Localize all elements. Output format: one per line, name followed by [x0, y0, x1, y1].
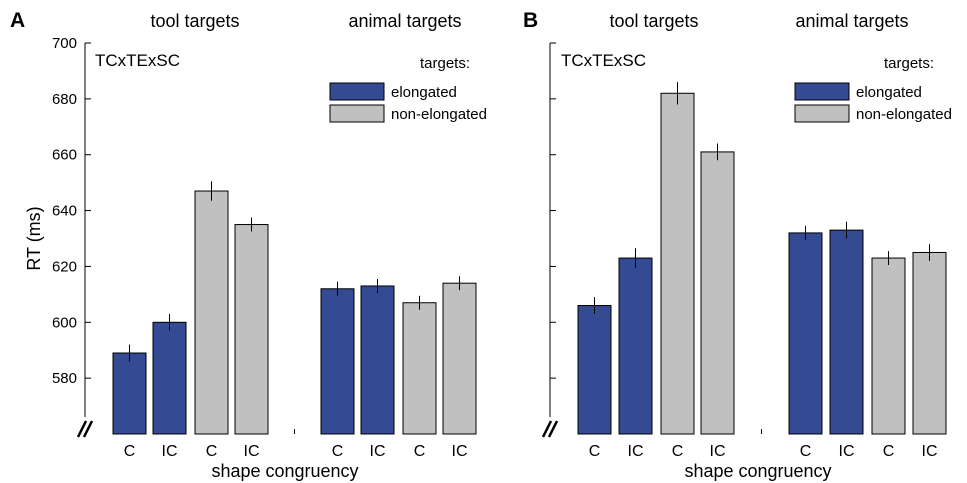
- x-tick-label: IC: [370, 443, 386, 460]
- x-tick-label: IC: [244, 443, 260, 460]
- y-tick-label: 660: [52, 147, 77, 164]
- bar: [112, 352, 147, 435]
- legend-title: targets:: [884, 55, 934, 72]
- group-title: animal targets: [348, 11, 461, 31]
- legend-swatch: [329, 104, 385, 123]
- y-tick-label: 700: [52, 35, 77, 52]
- y-tick-label: 600: [52, 314, 77, 331]
- inset-label: TCxTExSC: [561, 51, 646, 70]
- x-axis-label: shape congruency: [684, 461, 831, 481]
- x-axis-label: shape congruency: [211, 461, 358, 481]
- x-tick-label: C: [672, 443, 684, 460]
- x-tick-label: C: [332, 443, 344, 460]
- bar: [700, 151, 735, 435]
- y-tick-label: 640: [52, 203, 77, 220]
- bar: [577, 305, 612, 435]
- x-tick-label: IC: [452, 443, 468, 460]
- bar: [320, 288, 355, 435]
- legend-title: targets:: [420, 55, 470, 72]
- legend-entry-label: elongated: [856, 84, 922, 101]
- bar: [788, 232, 823, 435]
- axis-break-mask: [79, 417, 91, 437]
- inset-label: TCxTExSC: [95, 51, 180, 70]
- group-title: tool targets: [609, 11, 698, 31]
- bar: [402, 302, 437, 435]
- y-tick-label: 680: [52, 91, 77, 108]
- legend-swatch: [794, 82, 850, 101]
- x-tick-label: C: [124, 443, 136, 460]
- panel-letter: B: [523, 9, 538, 32]
- axis-break-mask: [544, 417, 556, 437]
- legend-swatch: [329, 82, 385, 101]
- x-tick-label: C: [414, 443, 426, 460]
- axis-break-slash: [547, 420, 559, 438]
- y-axis-label: RT (ms): [24, 206, 44, 270]
- group-title: tool targets: [150, 11, 239, 31]
- x-tick-label: C: [800, 443, 812, 460]
- x-tick-label: C: [206, 443, 218, 460]
- bar: [871, 257, 906, 435]
- x-tick-label: IC: [922, 443, 938, 460]
- y-tick-label: 580: [52, 370, 77, 387]
- bar: [618, 257, 653, 435]
- panel-letter: A: [10, 9, 25, 32]
- legend-entry-label: non-elongated: [856, 106, 952, 123]
- legend-entry-label: non-elongated: [391, 106, 487, 123]
- bar: [442, 282, 477, 435]
- x-tick-label: IC: [710, 443, 726, 460]
- bar: [234, 224, 269, 435]
- legend-entry-label: elongated: [391, 84, 457, 101]
- bar: [829, 229, 864, 435]
- legend-swatch: [794, 104, 850, 123]
- bar: [360, 285, 395, 435]
- axis-break-slash: [82, 420, 94, 438]
- bar: [912, 251, 947, 435]
- x-tick-label: C: [589, 443, 601, 460]
- x-tick-label: IC: [839, 443, 855, 460]
- x-tick-label: IC: [628, 443, 644, 460]
- x-tick-label: IC: [162, 443, 178, 460]
- group-title: animal targets: [795, 11, 908, 31]
- axis-break-slash: [541, 420, 553, 438]
- bar: [194, 190, 229, 435]
- y-tick-label: 620: [52, 258, 77, 275]
- bar: [152, 321, 187, 435]
- bar: [660, 92, 695, 435]
- x-tick-label: C: [883, 443, 895, 460]
- axis-break-slash: [76, 420, 88, 438]
